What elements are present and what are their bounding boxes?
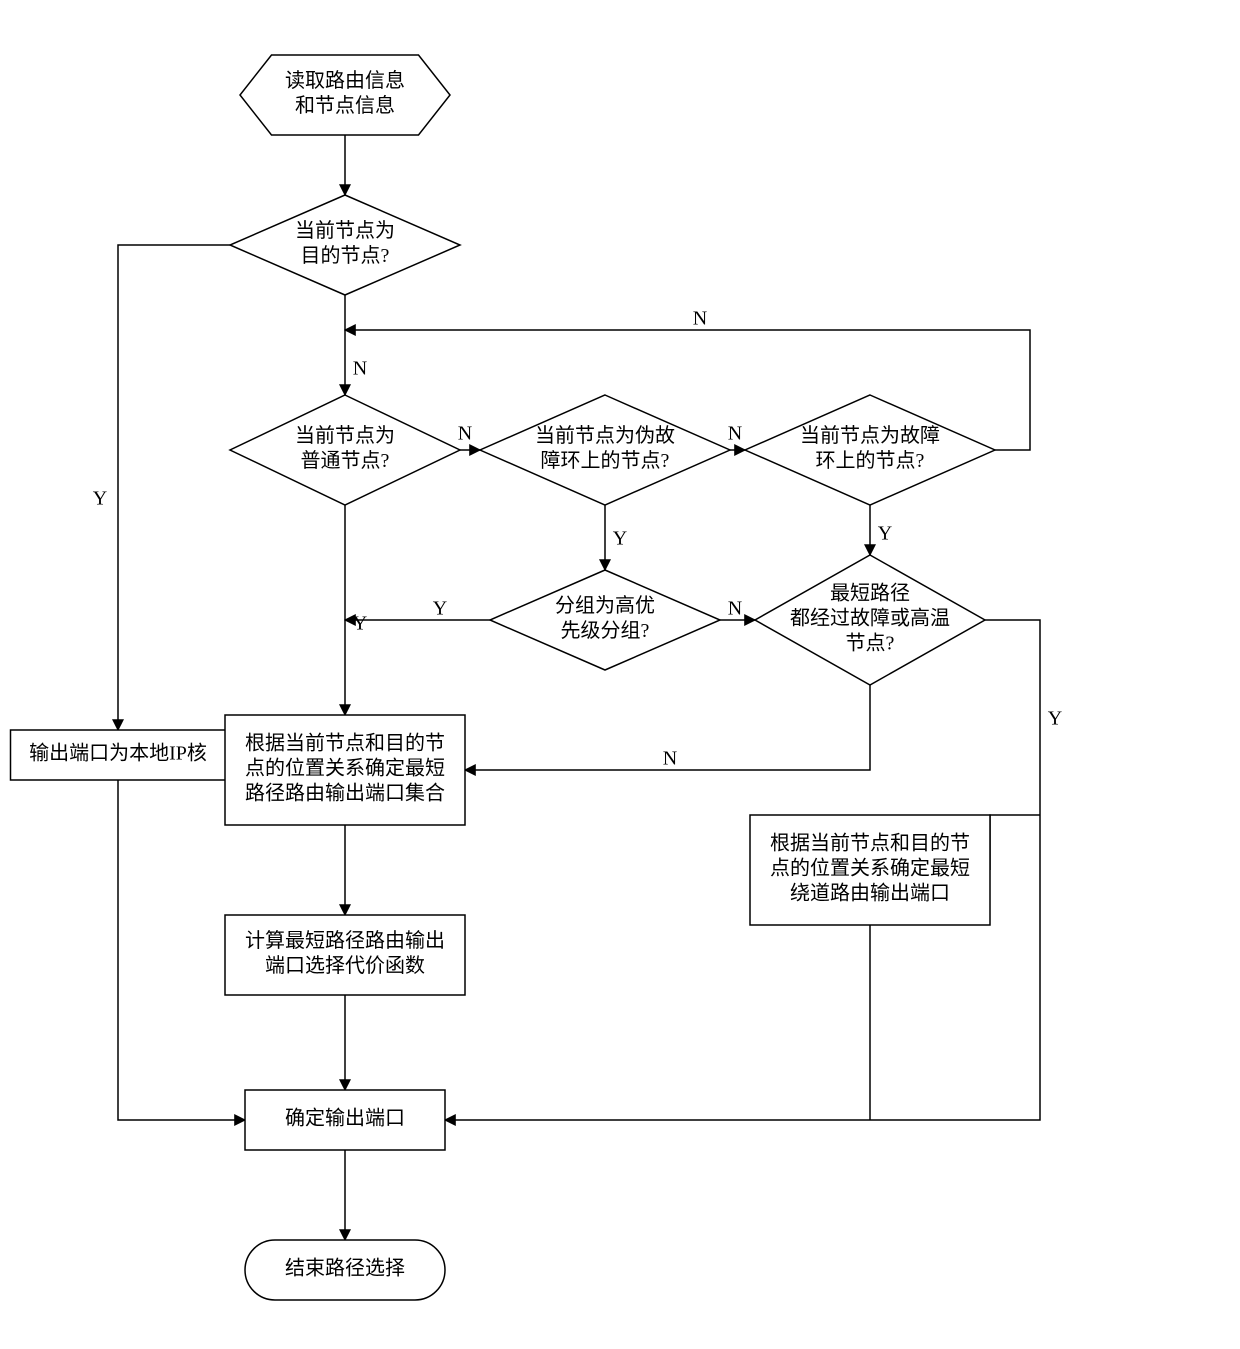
node-label: 绕道路由输出端口 [790, 882, 950, 905]
node-label: 点的位置关系确定最短 [245, 757, 445, 780]
node-d_fault: 当前节点为故障环上的节点? [745, 395, 995, 505]
node-p_output: 确定输出端口 [245, 1090, 445, 1150]
node-label: 先级分组? [561, 619, 650, 642]
node-p_detour: 根据当前节点和目的节点的位置关系确定最短绕道路由输出端口 [750, 815, 990, 925]
node-d_shortest: 最短路径都经过故障或高温节点? [755, 555, 985, 685]
edge-label: N [728, 423, 742, 445]
edge-11 [985, 620, 1040, 815]
edge-label: Y [93, 488, 107, 510]
node-label: 最短路径 [830, 582, 910, 605]
edge-label: N [663, 748, 677, 770]
node-d_pseudo: 当前节点为伪故障环上的节点? [480, 395, 730, 505]
edge-label: N [458, 423, 472, 445]
node-label: 当前节点为 [295, 219, 395, 242]
node-label: 当前节点为 [295, 424, 395, 447]
node-label: 输出端口为本地IP核 [29, 742, 207, 765]
node-label: 确定输出端口 [285, 1107, 405, 1130]
node-label: 根据当前节点和目的节 [245, 732, 445, 755]
edge-label: N [693, 308, 707, 330]
node-label: 根据当前节点和目的节 [770, 832, 970, 855]
node-label: 节点? [846, 632, 895, 655]
node-label: 端口选择代价函数 [265, 954, 425, 977]
node-label: 障环上的节点? [541, 449, 670, 472]
edge-label: N [728, 598, 742, 620]
edge-label: Y [433, 598, 447, 620]
node-label: 结束路径选择 [285, 1257, 405, 1280]
node-p_shortset: 根据当前节点和目的节点的位置关系确定最短路径路由输出端口集合 [225, 715, 465, 825]
edge-13 [990, 815, 1040, 870]
node-p_localip: 输出端口为本地IP核 [11, 730, 226, 780]
edge-label: N [353, 358, 367, 380]
edge-label: Y [878, 523, 892, 545]
node-label: 读取路由信息 [285, 69, 405, 92]
node-end: 结束路径选择 [245, 1240, 445, 1300]
edge-label: Y [1048, 708, 1062, 730]
node-label: 都经过故障或高温 [790, 607, 950, 630]
node-d_priority: 分组为高优先级分组? [490, 570, 720, 670]
node-label: 环上的节点? [816, 449, 925, 472]
node-label: 计算最短路径路由输出 [245, 929, 445, 952]
node-label: 当前节点为伪故 [535, 424, 675, 447]
node-label: 普通节点? [301, 449, 390, 472]
node-label: 路径路由输出端口集合 [245, 782, 445, 805]
flowchart-diagram: NYYNNYNYYNYN读取路由信息和节点信息当前节点为目的节点?当前节点为普通… [0, 0, 1240, 1349]
edge-label: Y [353, 613, 367, 635]
node-label: 点的位置关系确定最短 [770, 857, 970, 880]
node-start: 读取路由信息和节点信息 [240, 55, 450, 135]
edge-label: Y [613, 528, 627, 550]
node-label: 分组为高优 [555, 594, 655, 617]
edge-2 [118, 245, 230, 730]
node-p_cost: 计算最短路径路由输出端口选择代价函数 [225, 915, 465, 995]
node-label: 当前节点为故障 [800, 424, 940, 447]
node-d_ordinary: 当前节点为普通节点? [230, 395, 460, 505]
node-d_dest: 当前节点为目的节点? [230, 195, 460, 295]
node-label: 目的节点? [301, 244, 390, 267]
node-label: 和节点信息 [295, 94, 395, 117]
